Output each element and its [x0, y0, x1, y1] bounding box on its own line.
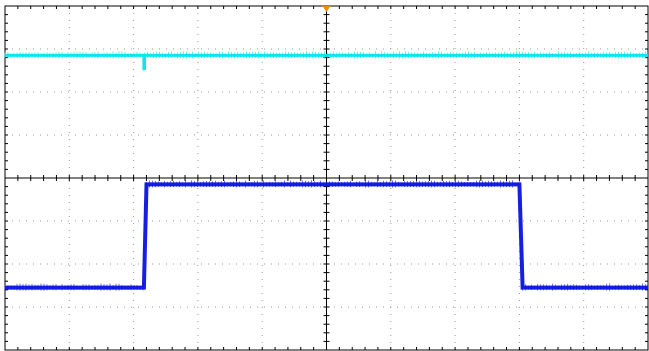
trace-noise — [4, 180, 647, 291]
waveform-trace-1 — [4, 51, 648, 72]
trigger-position-icon — [322, 6, 331, 12]
markers-layer — [322, 6, 331, 12]
waveform-traces — [4, 51, 648, 291]
trace-noise — [4, 51, 646, 72]
waveform-trace-2 — [4, 180, 648, 291]
graticule-grid — [4, 5, 649, 351]
